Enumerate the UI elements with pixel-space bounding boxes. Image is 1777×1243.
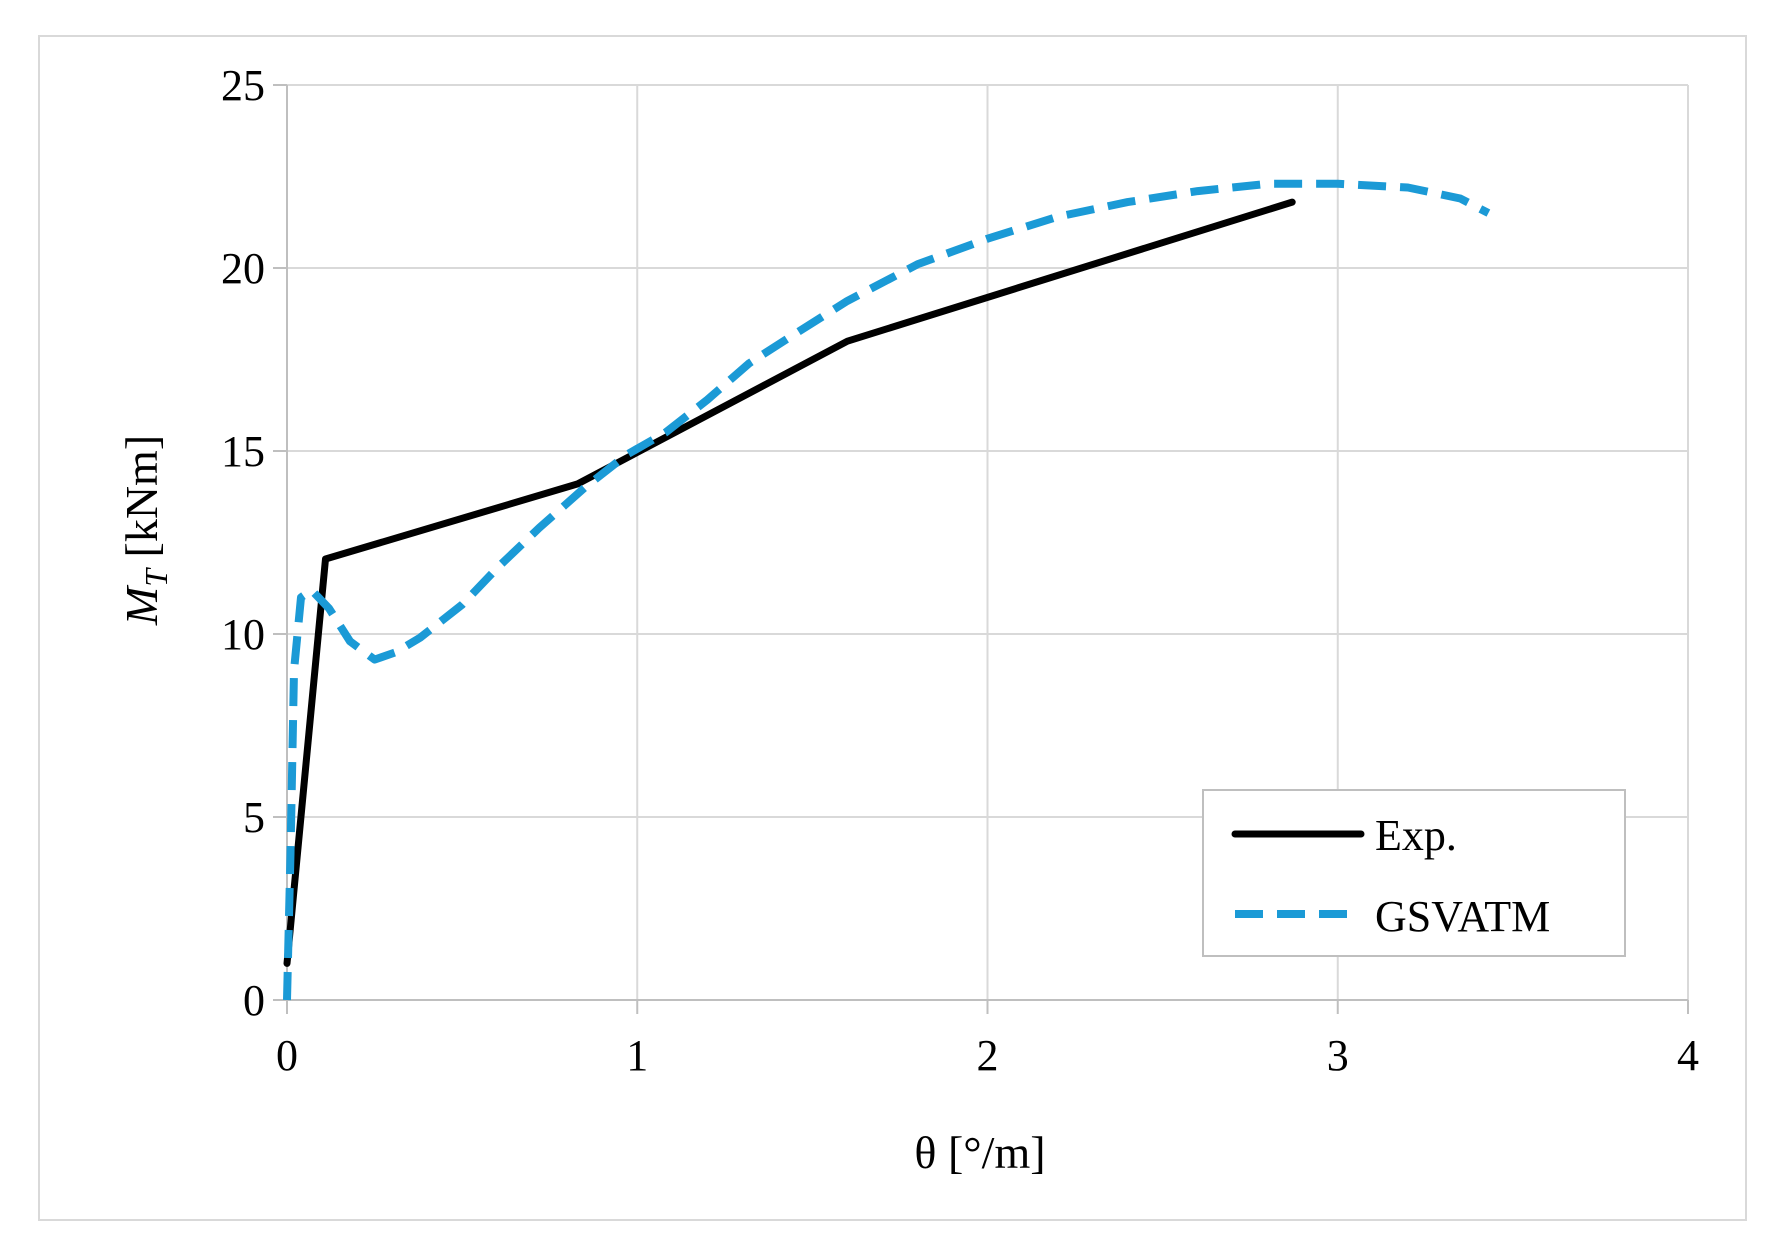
y-axis-title-symbol: M — [116, 584, 167, 626]
y-tick-label: 10 — [221, 610, 265, 659]
y-axis-title-subscript: T — [138, 567, 174, 587]
y-tick-label: 20 — [221, 244, 265, 293]
legend-box — [1202, 789, 1626, 957]
y-tick-label: 25 — [221, 61, 265, 110]
legend: Exp. GSVATM — [1202, 789, 1626, 957]
legend-label-exp: Exp. — [1375, 811, 1457, 860]
x-tick-label: 3 — [1327, 1031, 1349, 1080]
x-tick-label: 2 — [977, 1031, 999, 1080]
x-tick-label: 4 — [1677, 1031, 1699, 1080]
x-tick-label: 0 — [276, 1031, 298, 1080]
legend-label-gsvatm: GSVATM — [1375, 892, 1550, 941]
y-tick-label: 5 — [243, 793, 265, 842]
y-axis-title-unit: [kNm] — [116, 435, 167, 569]
y-axis-title: MT [kNm] — [116, 435, 174, 626]
series-lines — [283, 179, 1491, 1001]
x-tick-label: 1 — [626, 1031, 648, 1080]
tick-labels: 0 5 10 15 20 25 0 1 2 3 4 — [221, 61, 1699, 1080]
y-tick-label: 0 — [243, 976, 265, 1025]
y-tick-label: 15 — [221, 427, 265, 476]
chart-frame — [38, 35, 1747, 1221]
series-line-gsvatm — [283, 179, 1491, 1001]
series-line-exp — [283, 198, 1296, 967]
x-axis-title: θ [°/m] — [914, 1127, 1045, 1178]
axes — [273, 84, 1689, 1014]
